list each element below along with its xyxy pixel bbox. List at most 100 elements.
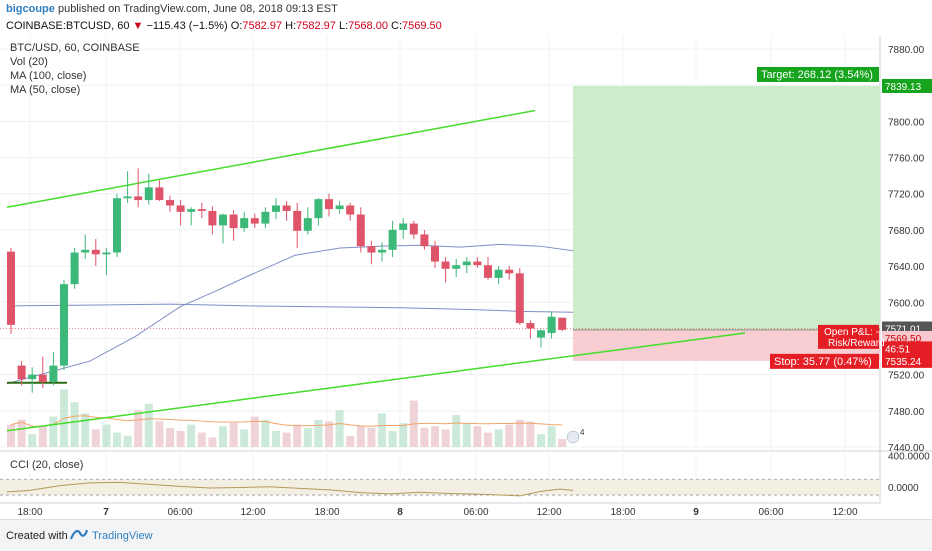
ohlc-line: COINBASE:BTCUSD, 60 ▼ −115.43 (−1.5%) O:… bbox=[6, 20, 442, 32]
high-value: 7582.97 bbox=[296, 20, 336, 32]
footer: Created with TradingView bbox=[0, 519, 932, 551]
price-tick-label: 7680.00 bbox=[888, 226, 925, 237]
candle-body bbox=[558, 317, 567, 330]
price-tick-label: 7720.00 bbox=[888, 190, 925, 201]
pnl-box bbox=[818, 324, 879, 349]
candle-body bbox=[399, 223, 408, 230]
low-value: 7568.00 bbox=[348, 20, 388, 32]
candle-body bbox=[314, 199, 323, 219]
volume-bar bbox=[293, 424, 302, 447]
stop-label-bg bbox=[770, 353, 879, 369]
price-tick-label: 7600.00 bbox=[888, 298, 925, 309]
volume-bar bbox=[38, 426, 47, 447]
time-axis[interactable]: 18:00 7 06:00 12:00 18:00 8 06:00 12:00 18:00 9 06… bbox=[17, 507, 857, 518]
symbol-line: COINBASE:BTCUSD, 60 bbox=[6, 20, 130, 32]
tradingview-brand[interactable]: TradingView bbox=[92, 530, 153, 542]
volume-bar bbox=[473, 426, 482, 447]
candle-body bbox=[176, 205, 185, 212]
ma100-line bbox=[6, 243, 574, 385]
candle-body bbox=[303, 218, 312, 231]
volume-bar bbox=[272, 431, 280, 447]
volume-bar bbox=[505, 424, 514, 447]
volume-ma-line bbox=[10, 415, 563, 427]
candle-body bbox=[28, 374, 37, 380]
time-tick-label: 12:00 bbox=[536, 507, 561, 518]
author-name[interactable]: bigcoupe bbox=[6, 3, 55, 15]
cci-tick-label: 400.0000 bbox=[888, 452, 930, 463]
trend-line bbox=[6, 109, 536, 209]
chart-frame[interactable]: 4 7880.007840.007800.007760.007720.00768… bbox=[0, 36, 932, 519]
candle-body bbox=[155, 187, 164, 201]
price-axis[interactable]: 7880.007840.007800.007760.007720.007680.… bbox=[888, 45, 925, 454]
candle-body bbox=[388, 229, 397, 250]
volume-bar bbox=[420, 427, 429, 447]
candle-body bbox=[515, 273, 524, 324]
cci-tick-label: 0.0000 bbox=[888, 483, 919, 494]
volume-bar bbox=[378, 413, 386, 447]
volume-bar bbox=[166, 427, 174, 447]
candle-body bbox=[7, 251, 15, 325]
position-zones[interactable] bbox=[0, 85, 880, 361]
close-value: 7569.50 bbox=[402, 20, 442, 32]
time-tick-label: 9 bbox=[693, 507, 699, 518]
candle-body bbox=[346, 205, 355, 215]
candle-body bbox=[293, 210, 302, 231]
last-price-tag: 7571.01 bbox=[885, 324, 922, 335]
volume-bar bbox=[314, 419, 323, 447]
time-tick-label: 06:00 bbox=[167, 507, 192, 518]
candle-body bbox=[526, 323, 535, 329]
candle-body bbox=[261, 211, 270, 224]
candle-body bbox=[462, 261, 471, 266]
candlesticks[interactable] bbox=[7, 168, 567, 393]
volume-bar bbox=[155, 421, 164, 447]
volume-bar bbox=[250, 416, 259, 447]
timer-label: 46:51 bbox=[885, 344, 910, 355]
volume-bar bbox=[70, 402, 79, 447]
candle-body bbox=[38, 374, 47, 382]
time-tick-label: 12:00 bbox=[832, 507, 857, 518]
price-tick-label: 7480.00 bbox=[888, 407, 925, 418]
volume-bar bbox=[102, 424, 111, 447]
volume-bar bbox=[49, 416, 58, 447]
candle-body bbox=[431, 246, 439, 262]
current-price-tag: 7569.50 bbox=[885, 334, 922, 345]
time-tick-label: 18:00 bbox=[314, 507, 339, 518]
volume-bar bbox=[484, 432, 492, 447]
volume-bar bbox=[462, 423, 471, 447]
volume-bar bbox=[261, 419, 270, 447]
legend-vol: Vol (20) bbox=[10, 56, 48, 68]
volume-bar bbox=[558, 439, 567, 447]
candle-body bbox=[282, 205, 291, 211]
volume-bar bbox=[81, 413, 90, 447]
cci-pane[interactable]: 400.0000 0.0000 bbox=[0, 452, 930, 497]
volume-bar bbox=[28, 434, 37, 447]
volume-bar bbox=[303, 427, 312, 447]
candle-body bbox=[219, 214, 227, 226]
volume-bar bbox=[187, 424, 196, 447]
high-label: H: bbox=[285, 20, 297, 32]
candle-body bbox=[250, 218, 259, 224]
cci-band bbox=[0, 479, 880, 496]
target-price-tag: 7839.13 bbox=[885, 82, 922, 93]
indicator-lines: 4 bbox=[6, 109, 746, 444]
candle-body bbox=[113, 198, 121, 253]
candle-body bbox=[505, 269, 514, 274]
volume-bar bbox=[134, 410, 143, 447]
open-value: 7582.97 bbox=[242, 20, 283, 32]
candle-body bbox=[537, 330, 545, 338]
volume-bar bbox=[325, 421, 333, 447]
price-tick-label: 7640.00 bbox=[888, 262, 925, 273]
volume-bar bbox=[282, 432, 291, 447]
open-pnl-label: Open P&L: - bbox=[824, 327, 879, 338]
stop-price-tag-bg bbox=[882, 353, 932, 368]
time-tick-label: 18:00 bbox=[610, 507, 635, 518]
volume-bar bbox=[356, 426, 365, 447]
candle-body bbox=[420, 234, 429, 247]
candle-body bbox=[240, 218, 249, 229]
legend: BTC/USD, 60, COINBASE Vol (20) MA (100, … bbox=[10, 42, 140, 471]
candle-body bbox=[60, 284, 68, 366]
candle-body bbox=[49, 365, 58, 382]
legend-cci: CCI (20, close) bbox=[10, 459, 83, 471]
volume-bar bbox=[197, 432, 206, 447]
